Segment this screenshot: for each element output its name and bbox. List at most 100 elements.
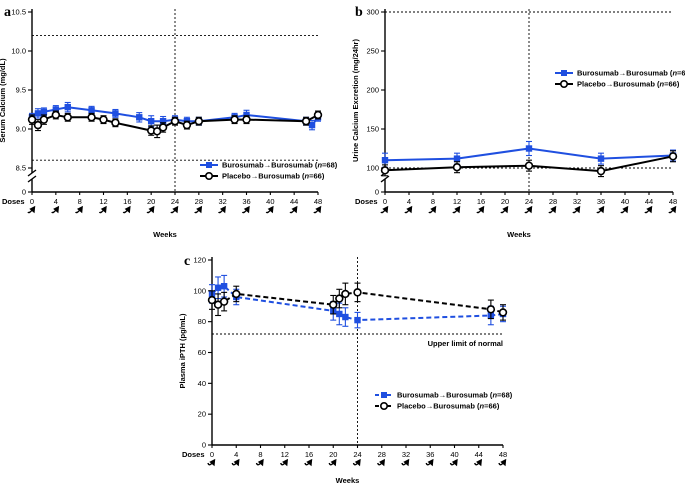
dose-arrow-head [646,205,653,214]
x-tick-label: 40 [621,197,629,206]
legend-n: n [305,172,310,181]
y-tick-label: 120 [193,256,206,265]
legend-n-value: =68) [677,69,685,78]
dose-arrow-head [196,205,203,214]
y-axis-label: Plasma iPTH (pg/mL) [178,313,187,389]
data-point-circle [301,116,311,126]
y-tick-label: 40 [198,379,206,388]
y-tick-label: 100 [366,164,379,173]
panel-a: a 0 8.5 9.0 9.5 10.0 10.5 Serum Calcium (mg/dL)… [0,5,338,239]
doses-label: Doses [2,197,25,206]
x-tick-label: 36 [242,197,250,206]
y-tick-label: 250 [366,47,379,56]
dose-arrow-head [100,205,107,214]
series-placebo [207,282,508,321]
x-tick-label: 44 [475,450,483,459]
y-tick-label: 60 [198,348,206,357]
data-point-circle [452,163,462,172]
x-tick-label: 28 [195,197,203,206]
dose-arrow-head [550,205,557,214]
data-point-square [214,284,222,291]
x-tick-label: 16 [123,197,131,206]
data-point-circle [329,300,338,309]
y-tick-label: 0 [22,188,26,197]
dose-arrow-head [53,205,60,214]
dose-arrow-head [502,205,509,214]
data-point-square [597,155,605,162]
x-axis-label: Weeks [153,230,177,239]
dose-arrow-head [330,458,337,467]
data-point-circle [242,115,251,124]
x-tick-label: 40 [266,197,274,206]
doses-label: Doses [182,450,205,459]
dose-arrow-head [124,205,131,214]
data-point-circle [27,115,37,124]
data-point-square [336,310,343,318]
x-tick-label: 36 [426,450,434,459]
x-axis-label: Weeks [507,230,531,239]
x-tick-label: 0 [210,450,214,459]
data-point-circle [39,115,49,124]
dose-arrow-head [622,205,629,214]
y-tick-label: 200 [366,86,379,95]
data-point-circle [341,289,350,299]
dose-arrow-head [403,458,410,467]
dose-arrow-head [476,458,483,467]
data-point-square [159,118,167,125]
legend-label-placebo: Placebo→Burosumab (n=66) [222,172,325,181]
data-point-circle [219,297,229,306]
data-point-circle [486,305,496,314]
dose-arrow-head [306,458,313,467]
dose-arrow-head [77,205,83,214]
x-axis-label: Weeks [336,476,360,485]
x-tick-label: 24 [353,450,361,459]
legend-text: Placebo→Burosumab ( [397,402,480,411]
data-point-circle [380,166,390,175]
y-tick-label: 150 [366,125,379,134]
doses-label: Doses [355,197,378,206]
panel-label: c [184,254,190,269]
data-point-circle [33,120,43,130]
dose-arrow-head [291,205,298,214]
dose-arrow-head [500,458,507,467]
x-tick-label: 16 [305,450,313,459]
data-point-circle [170,116,180,126]
x-tick-label: 12 [453,197,461,206]
data-point-circle [111,118,120,127]
legend-marker-square [206,162,212,168]
dose-arrow-head [454,205,461,214]
panel-label: a [4,5,11,20]
data-point-circle [596,166,606,176]
y-tick-label: 8.5 [16,164,26,173]
dose-arrow-head [574,205,581,214]
dose-arrow-head [598,205,605,214]
legend-n: n [492,391,497,400]
y-tick-label: 9.5 [16,86,26,95]
dose-arrow-head [282,458,289,467]
legend-n-value: =66) [664,80,680,89]
legend-marker-circle [205,172,214,181]
dose-arrow-head [315,205,322,214]
dose-arrow-head [526,205,533,214]
x-tick-label: 8 [78,197,82,206]
series-placebo [380,150,678,178]
data-point-circle [335,294,344,303]
x-tick-label: 32 [402,450,410,459]
data-point-circle [63,113,72,122]
data-point-square [453,155,461,162]
x-tick-label: 28 [378,450,386,459]
data-point-circle [668,152,678,161]
x-tick-label: 4 [407,197,411,206]
dose-arrow-head [257,458,264,467]
data-point-circle [353,288,362,297]
data-point-square [525,145,533,152]
legend-label-burosumab: Burosumab→Burosumab (n=68) [222,161,338,170]
x-tick-label: 44 [290,197,298,206]
legend-label-placebo: Placebo→Burosumab (n=66) [577,80,680,89]
y-tick-label: 10.5 [11,8,26,17]
data-point-circle [158,123,168,132]
x-tick-label: 40 [450,450,458,459]
